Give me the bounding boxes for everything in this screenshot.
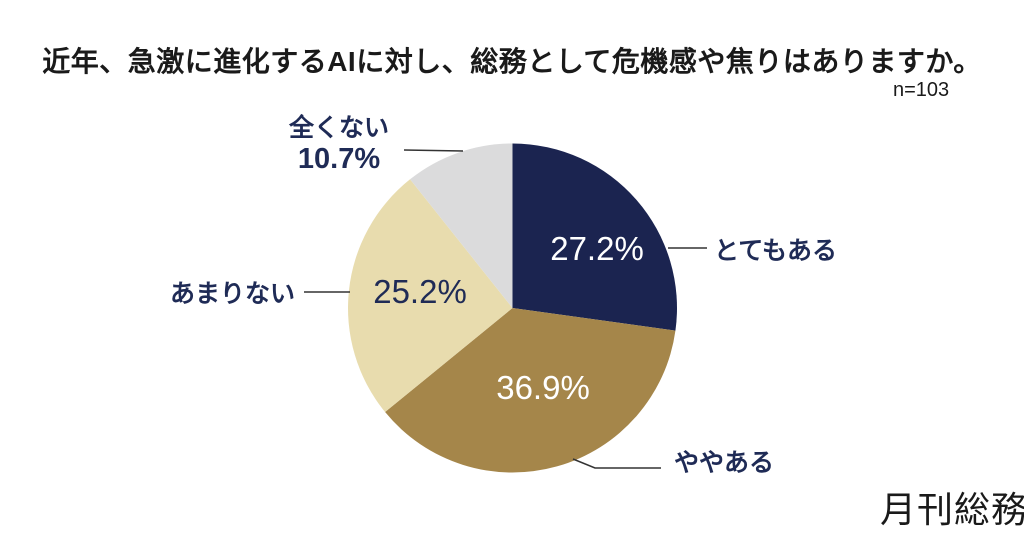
pie-value-mattakunai: 10.7% xyxy=(297,143,381,175)
chart-title: 近年、急激に進化するAIに対し、総務として危機感や焦りはありますか。 xyxy=(42,46,982,77)
pie-label-amarinai: あまりない xyxy=(169,280,295,308)
gekkan-soumu-logo: 月刊総務 xyxy=(880,489,1024,530)
pie-value-amarinai: 25.2% xyxy=(373,273,467,310)
pie-slice-1 xyxy=(512,143,677,331)
leader-line-yayaaru xyxy=(572,458,661,469)
leader-line-mattakunai xyxy=(403,149,464,152)
pie-slices-group xyxy=(347,143,677,473)
pie-slice-3 xyxy=(347,179,513,413)
pie-label-mattakunai: 全くない 10.7% xyxy=(289,113,389,175)
pie-label-totemoaru: とてもある xyxy=(714,237,838,265)
pie-label-mattakunai-text: 全くない xyxy=(288,114,390,142)
sample-size-label: n=103 xyxy=(893,79,950,101)
pie-value-yayaaru: 36.9% xyxy=(496,369,590,406)
pie-slice-4 xyxy=(410,143,513,308)
pie-slice-2 xyxy=(385,308,676,473)
pie-value-totemoaru: 27.2% xyxy=(550,230,644,267)
pie-label-yayaaru: ややある xyxy=(674,449,775,477)
